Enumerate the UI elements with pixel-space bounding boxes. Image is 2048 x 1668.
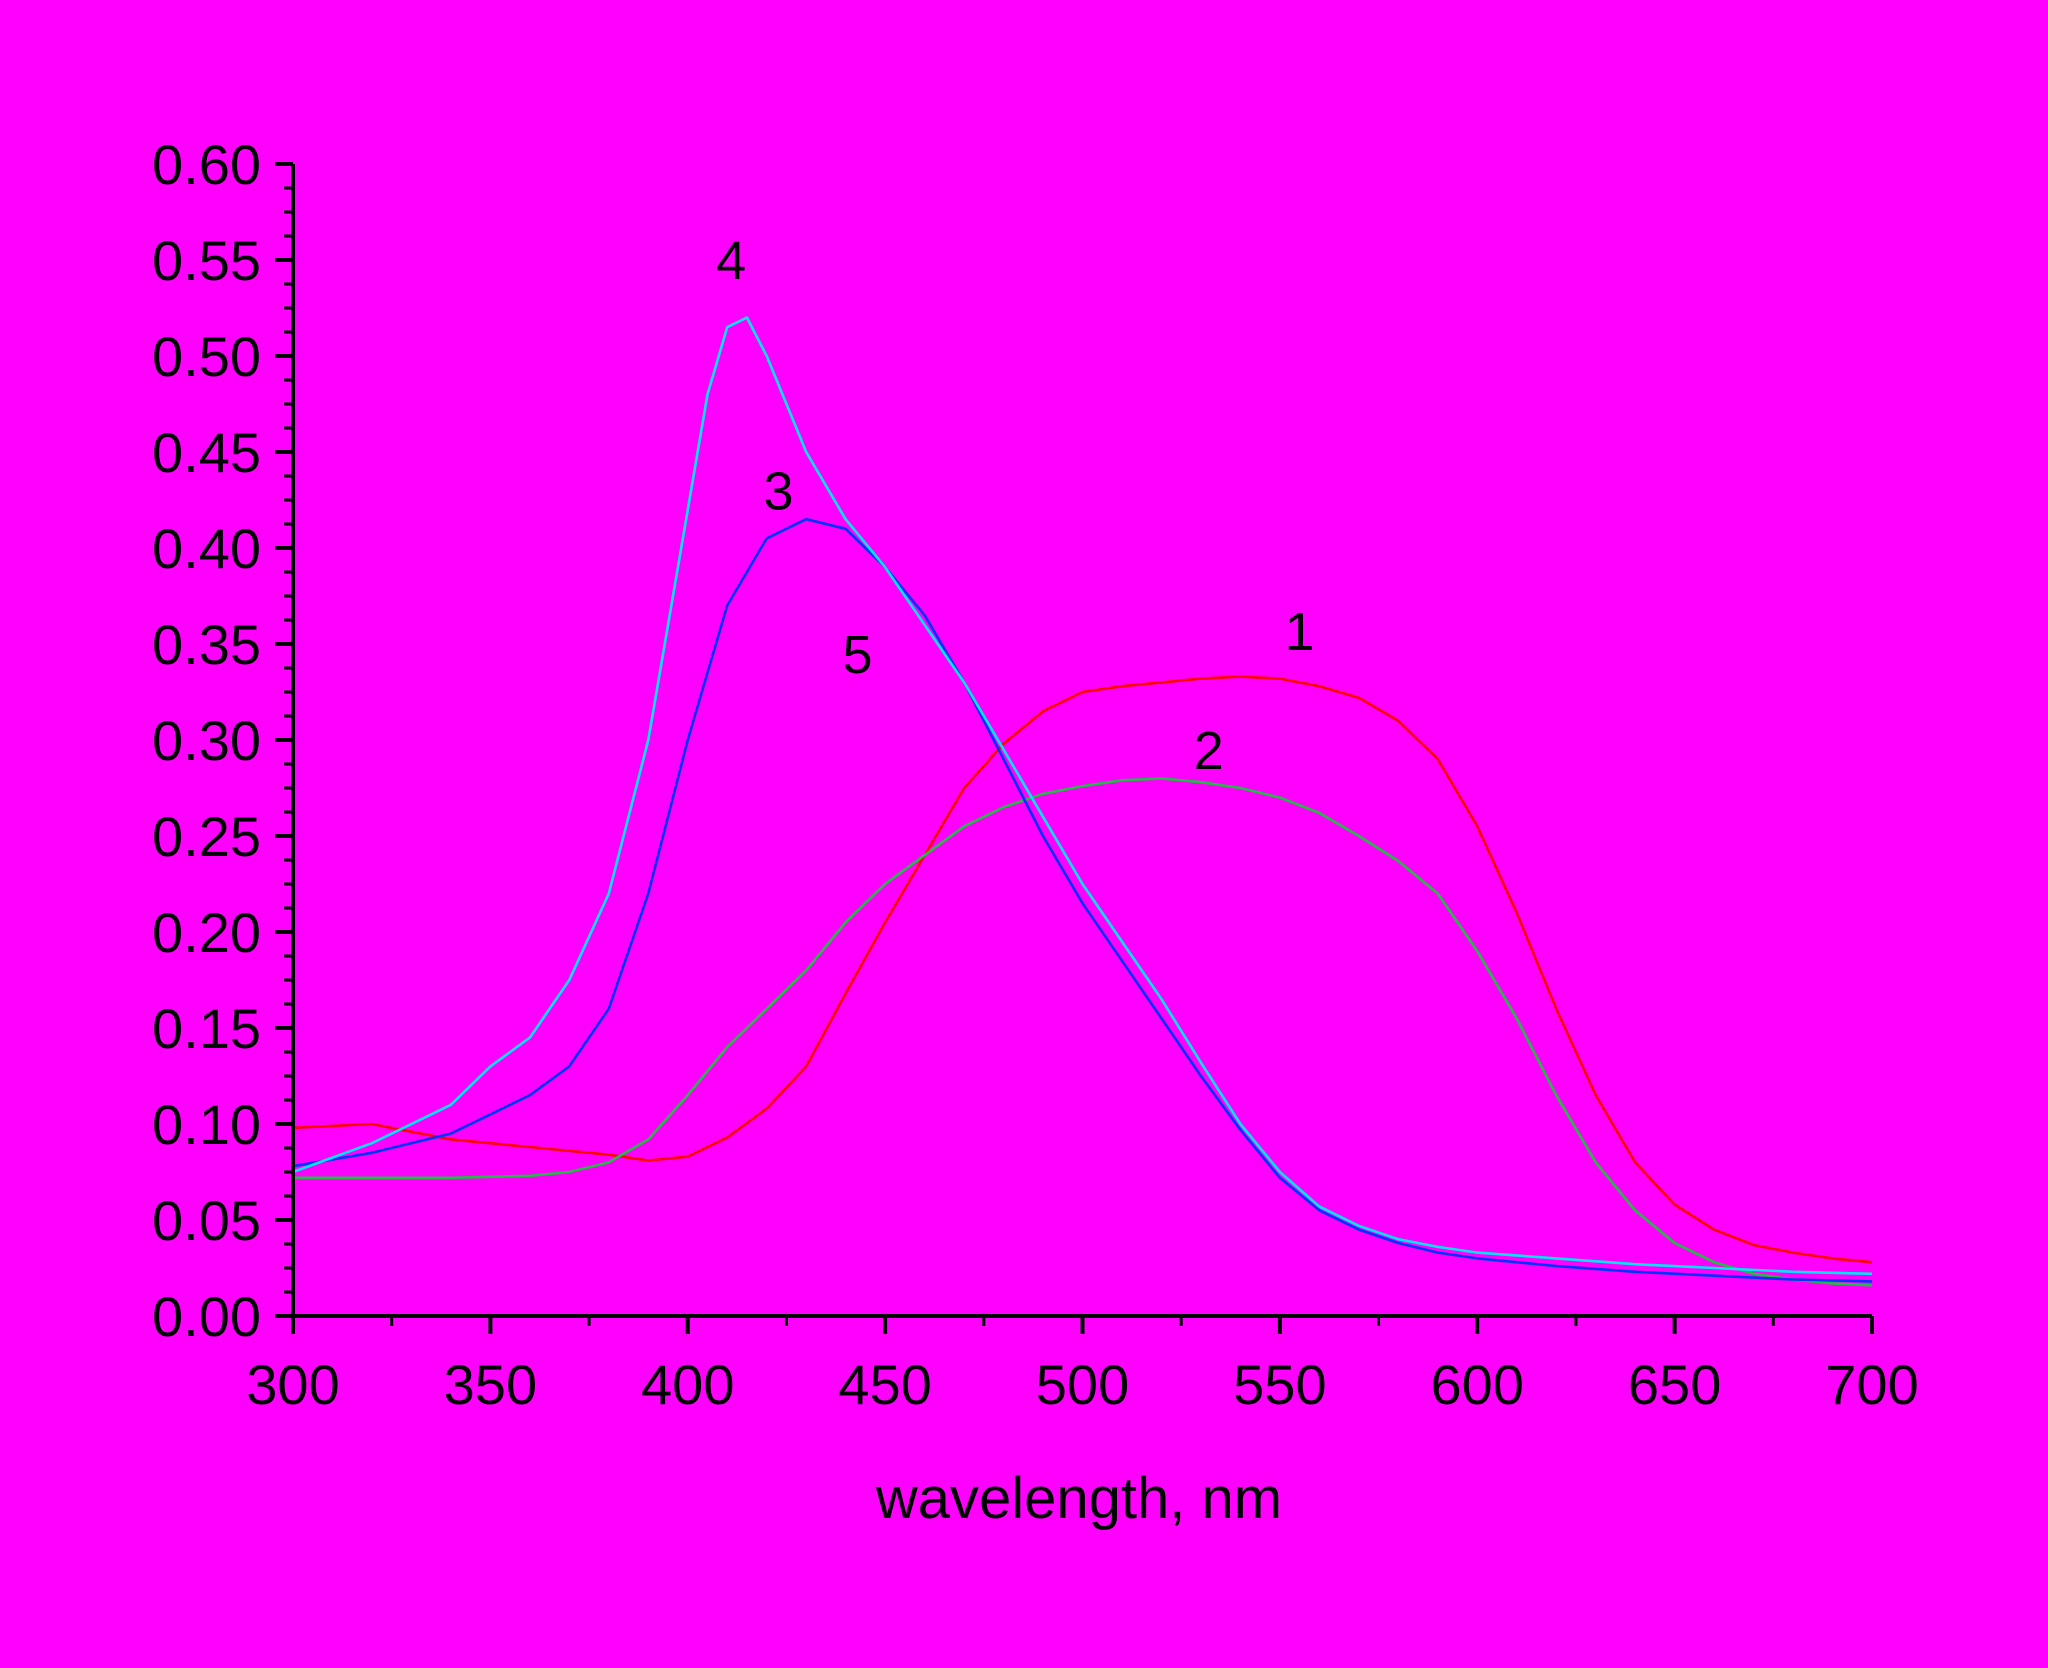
series-line-4: [292, 316, 1873, 1276]
y-tick-label: 0.40: [152, 517, 261, 580]
y-tick-label: 0.55: [152, 229, 261, 292]
y-tick-label: 0.35: [152, 613, 261, 676]
x-tick-label: 400: [641, 1353, 734, 1416]
curve-label-1: 1: [1285, 602, 1315, 662]
y-tick-label: 0.00: [152, 1285, 261, 1348]
series-line-2: [293, 777, 1873, 1287]
y-tick-label: 0.45: [152, 421, 261, 484]
x-tick-label: 450: [838, 1353, 931, 1416]
y-tick-label: 0.25: [152, 805, 261, 868]
y-tick-label: 0.20: [152, 901, 261, 964]
series-line-3: [292, 517, 1873, 1283]
x-tick-label: 650: [1628, 1353, 1721, 1416]
y-tick-label: 0.60: [152, 133, 261, 196]
x-tick-label: 700: [1825, 1353, 1918, 1416]
x-tick-label: 500: [1036, 1353, 1129, 1416]
series-layer: [292, 316, 1873, 1287]
curve-label-5: 5: [842, 625, 872, 685]
x-tick-label: 550: [1233, 1353, 1326, 1416]
y-tick-label: 0.10: [152, 1093, 261, 1156]
curve-label-4: 4: [716, 231, 746, 291]
curve-annotations: 1 2 3 4 5: [716, 231, 1314, 781]
x-axis-title: wavelength, nm: [875, 1466, 1282, 1531]
series-line-1: [292, 675, 1873, 1264]
tick-labels: 300 350 400 450 500 550 600 650 700 0.00 0.05 0.10 0…: [152, 133, 1919, 1416]
curve-label-2: 2: [1194, 721, 1224, 781]
y-tick-label: 0.15: [152, 997, 261, 1060]
axes: [275, 162, 1874, 1334]
x-tick-label: 600: [1431, 1353, 1524, 1416]
x-tick-label: 350: [444, 1353, 537, 1416]
x-tick-label: 300: [246, 1353, 339, 1416]
y-tick-label: 0.30: [152, 709, 261, 772]
y-tick-label: 0.05: [152, 1189, 261, 1252]
y-tick-label: 0.50: [152, 325, 261, 388]
curve-label-3: 3: [764, 462, 794, 522]
